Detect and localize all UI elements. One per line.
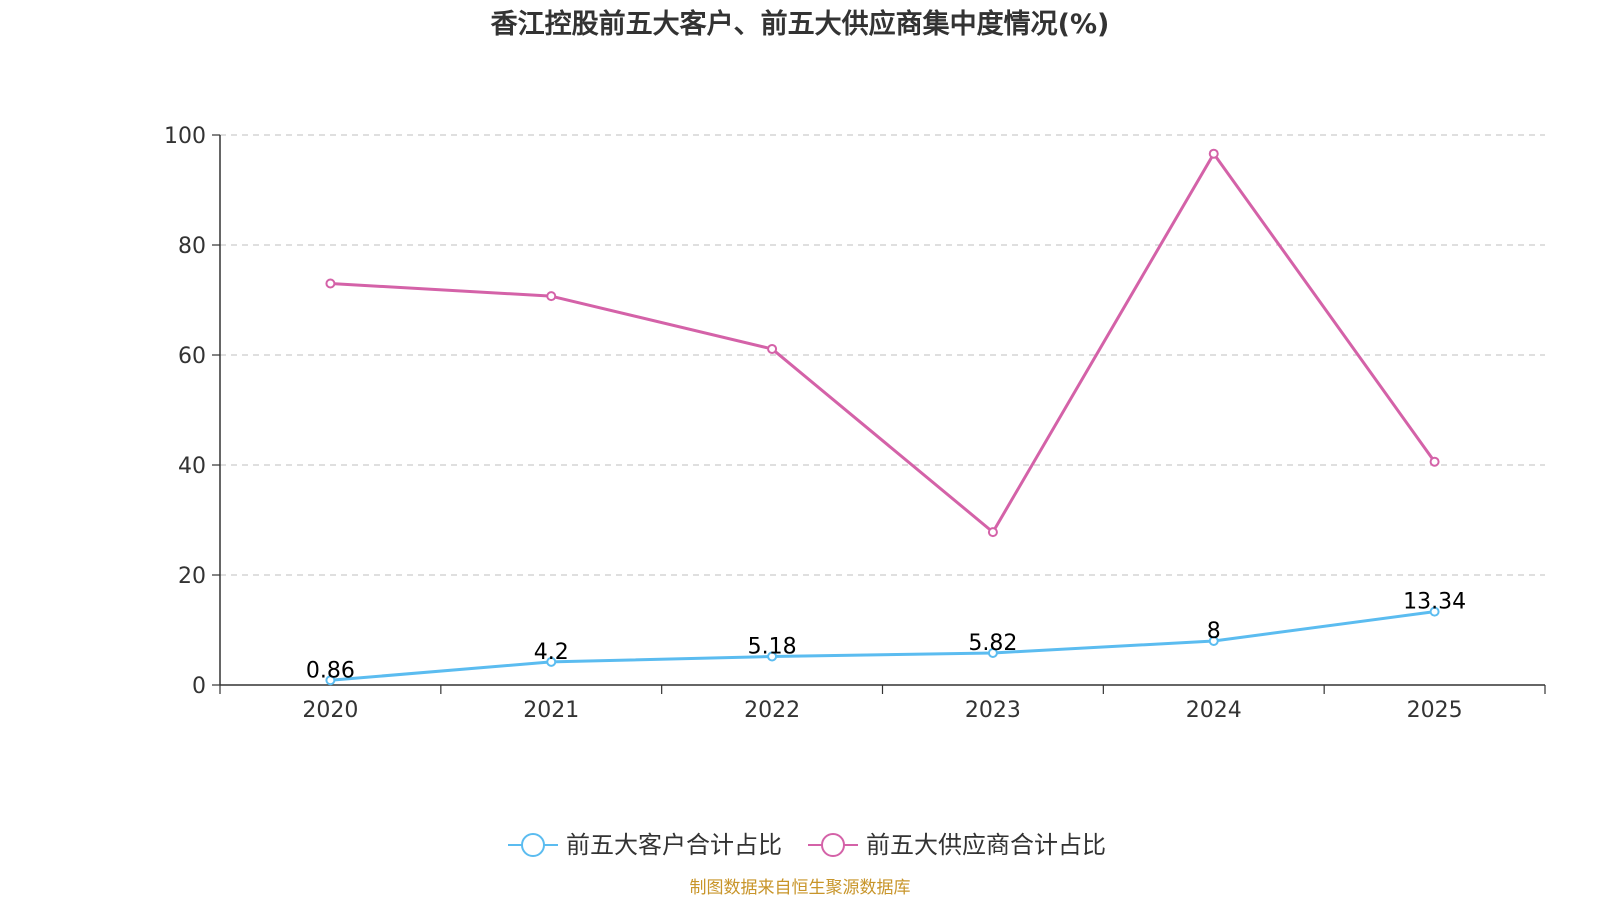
series-point[interactable] bbox=[1208, 636, 1219, 646]
series-point[interactable] bbox=[987, 647, 998, 658]
series-point[interactable] bbox=[1208, 148, 1219, 159]
series-point[interactable] bbox=[546, 656, 557, 667]
series-point[interactable] bbox=[325, 278, 336, 289]
y-tick-label: 20 bbox=[178, 564, 206, 589]
series-point[interactable] bbox=[546, 291, 557, 302]
y-tick-label: 40 bbox=[178, 454, 206, 479]
series-point[interactable] bbox=[767, 343, 778, 354]
grid-lines bbox=[220, 134, 1545, 576]
data-label: 13.34 bbox=[1403, 590, 1466, 615]
y-tick-label: 80 bbox=[178, 234, 206, 259]
series-point[interactable] bbox=[767, 651, 778, 662]
legend-marker bbox=[521, 833, 545, 857]
series-line bbox=[330, 610, 1435, 682]
x-tick-label: 2024 bbox=[1186, 698, 1242, 723]
x-tick-label: 2021 bbox=[523, 698, 579, 723]
series-point[interactable] bbox=[325, 675, 336, 686]
data-label: 8 bbox=[1207, 619, 1221, 644]
series-point[interactable] bbox=[1429, 606, 1440, 617]
legend-item-2[interactable]: 前五大供应商合计占比 bbox=[808, 831, 1106, 859]
y-tick-label: 100 bbox=[164, 124, 206, 149]
axes: 0 20 40 60 80 100 2020 2021 2022 2023 2024 2025 bbox=[164, 124, 1546, 723]
legend[interactable]: 前五大客户合计占比 前五大供应商合计占比 bbox=[508, 831, 1106, 859]
data-labels: 0.86 4.2 5.18 5.82 8 13.34 bbox=[306, 590, 1466, 684]
series-line bbox=[330, 152, 1436, 534]
legend-marker bbox=[821, 833, 845, 857]
y-tick-label: 0 bbox=[192, 674, 206, 699]
legend-label: 前五大供应商合计占比 bbox=[866, 831, 1106, 859]
y-tick-label: 60 bbox=[178, 344, 206, 369]
x-tick-label: 2025 bbox=[1407, 698, 1463, 723]
series-1 bbox=[325, 606, 1440, 686]
series-layer bbox=[325, 148, 1440, 686]
series-point[interactable] bbox=[987, 527, 998, 538]
data-label: 5.82 bbox=[968, 631, 1017, 656]
data-label: 4.2 bbox=[534, 640, 569, 665]
x-tick-label: 2020 bbox=[302, 698, 358, 723]
x-tick-label: 2022 bbox=[744, 698, 800, 723]
data-label: 0.86 bbox=[306, 658, 355, 683]
x-tick-label: 2023 bbox=[965, 698, 1021, 723]
chart-title: 香江控股前五大客户、前五大供应商集中度情况(%) bbox=[491, 8, 1110, 40]
series-2 bbox=[325, 148, 1440, 538]
data-label: 5.18 bbox=[748, 635, 797, 660]
source-note: 制图数据来自恒生聚源数据库 bbox=[690, 878, 911, 898]
legend-label: 前五大客户合计占比 bbox=[566, 831, 782, 859]
legend-item-1[interactable]: 前五大客户合计占比 bbox=[508, 831, 782, 859]
series-point[interactable] bbox=[1429, 456, 1440, 467]
